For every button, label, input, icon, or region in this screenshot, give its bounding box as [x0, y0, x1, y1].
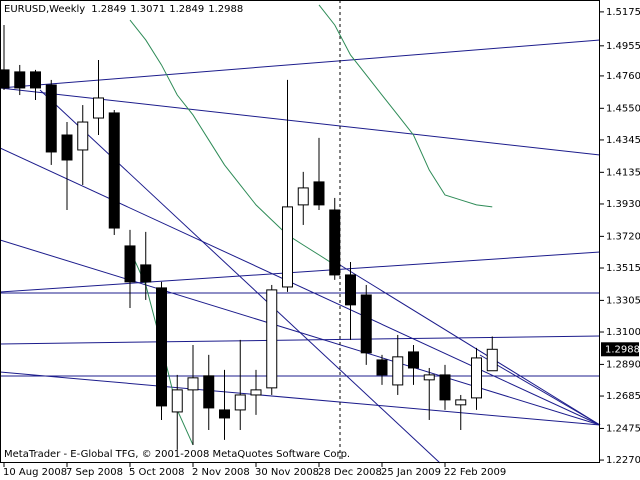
candle-body	[250, 389, 262, 396]
candle-body	[30, 71, 41, 89]
trendline	[0, 39, 601, 89]
y-tick-label: 1.4550	[606, 103, 640, 114]
candle-body	[140, 264, 152, 283]
y-tick-label: 1.3515	[606, 263, 640, 274]
y-tick-label: 1.4760	[606, 71, 640, 82]
plot-frame	[0, 0, 600, 463]
candle-body	[14, 71, 26, 89]
trendline	[39, 89, 441, 464]
y-tick-label: 1.3930	[606, 199, 640, 210]
y-tick-label: 1.2890	[606, 359, 640, 370]
x-tick-label: 10 Aug 2008	[3, 467, 67, 478]
candle-body	[486, 348, 498, 372]
candle-body	[45, 84, 57, 153]
y-tick-label: 1.3305	[606, 295, 640, 306]
candle-body	[392, 356, 404, 386]
candle-body	[313, 181, 325, 206]
candle-body	[203, 375, 215, 409]
candle-body	[171, 389, 183, 413]
x-tick-label: 22 Feb 2009	[444, 467, 506, 478]
hline	[0, 335, 601, 345]
candle-body	[0, 69, 10, 89]
y-tick-label: 1.4955	[606, 41, 640, 52]
footer: MetaTrader - E-Global TFG, © 2001-2008 M…	[4, 449, 350, 460]
candle-body	[423, 374, 435, 381]
ohlc-close: 1.2988	[208, 4, 243, 15]
plot	[0, 4, 498, 450]
x-tick-label: 7 Sep 2008	[66, 467, 123, 478]
candle-body	[77, 121, 89, 151]
trendline	[0, 371, 601, 426]
candle-body	[439, 374, 451, 401]
x-tick-label: 25 Jan 2009	[381, 467, 441, 478]
trendline	[479, 354, 601, 426]
candle-body	[234, 394, 246, 411]
x-tick-label: 30 Nov 2008	[255, 467, 319, 478]
x-tick-label: 28 Dec 2008	[318, 467, 382, 478]
candle-body	[360, 294, 372, 354]
candle-body	[61, 134, 73, 161]
y-tick-label: 1.2685	[606, 391, 640, 402]
trendline	[0, 147, 601, 426]
trendline	[0, 251, 601, 293]
price-label-bg	[601, 342, 639, 357]
candle-body	[345, 274, 356, 306]
ohlc-low: 1.2849	[169, 4, 204, 15]
candle-body	[408, 351, 419, 369]
y-tick-label: 1.4135	[606, 167, 640, 178]
candle-body	[455, 399, 467, 406]
candle-body	[376, 359, 388, 376]
current-price-label: 1.2988	[605, 344, 640, 355]
trendlines	[0, 39, 601, 464]
y-tick-label: 1.2270	[606, 455, 640, 466]
candle-body	[471, 357, 482, 399]
candle-body	[297, 187, 309, 206]
y-tick-label: 1.4345	[606, 135, 640, 146]
ohlc-open: 1.2849	[91, 4, 126, 15]
candle-body	[282, 206, 293, 288]
x-tick-label: 2 Nov 2008	[192, 467, 250, 478]
moving-average	[129, 19, 336, 266]
y-tick-label: 1.5175	[606, 7, 640, 18]
ohlc-high: 1.3071	[130, 4, 165, 15]
candle-body	[124, 245, 136, 283]
symbol: EURUSD,Weekly	[4, 4, 85, 15]
candle-body	[219, 409, 230, 419]
candle-body	[108, 112, 120, 229]
candle-body	[93, 97, 104, 119]
candle-body	[187, 377, 199, 391]
candle-body	[266, 289, 278, 389]
trendline	[339, 264, 601, 426]
y-tick-label: 1.2475	[606, 423, 640, 434]
y-tick-label: 1.3100	[606, 327, 640, 338]
x-tick-label: 5 Oct 2008	[129, 467, 184, 478]
y-tick-label: 1.3720	[606, 231, 640, 242]
chart-title: EURUSD,Weekly 1.2849 1.3071 1.2849 1.2988	[4, 4, 243, 15]
candle-body	[329, 209, 341, 276]
candle-body	[156, 287, 167, 407]
moving-average	[318, 4, 493, 208]
